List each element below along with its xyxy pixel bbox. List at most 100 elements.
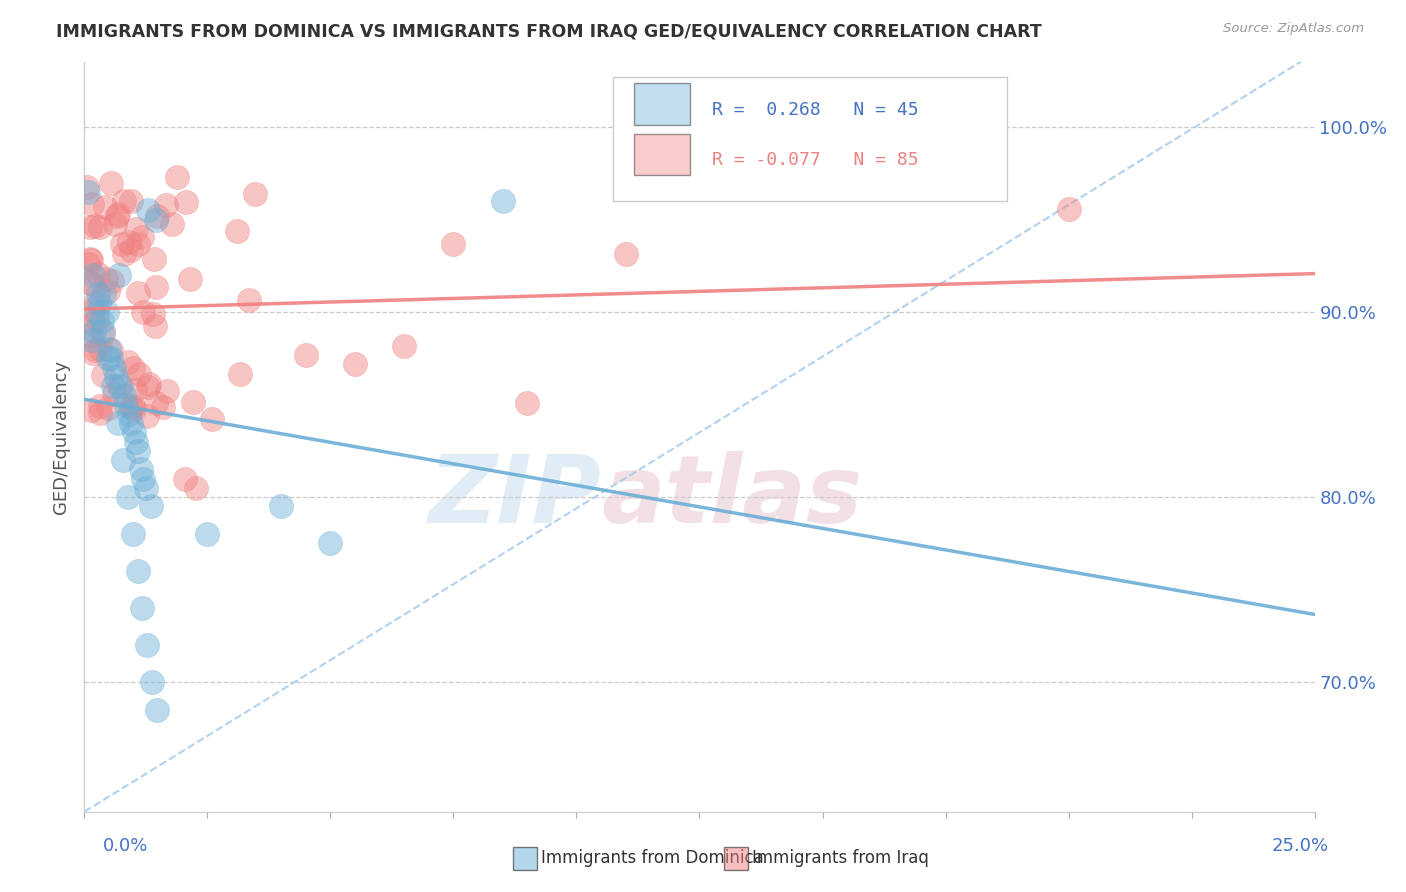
Point <box>117 355 139 369</box>
Point <box>91 326 114 341</box>
Point <box>141 675 163 690</box>
Point <box>319 536 342 550</box>
Point <box>145 209 167 223</box>
Point <box>128 444 150 458</box>
Point <box>229 367 252 381</box>
Text: 25.0%: 25.0% <box>1271 837 1329 855</box>
Point <box>132 472 155 486</box>
Point <box>155 198 177 212</box>
Point <box>82 345 104 359</box>
Point <box>142 252 165 266</box>
Point <box>82 318 104 332</box>
Point <box>87 296 111 310</box>
Point <box>166 170 188 185</box>
Point <box>83 324 105 338</box>
Point <box>97 401 120 416</box>
Point <box>101 379 124 393</box>
Point <box>145 395 167 409</box>
Point <box>127 286 149 301</box>
Point <box>118 235 141 249</box>
Point <box>181 395 204 409</box>
Point <box>86 311 108 326</box>
Point <box>82 268 104 283</box>
Point <box>89 220 111 235</box>
Text: atlas: atlas <box>602 451 862 543</box>
Point <box>122 399 145 413</box>
FancyBboxPatch shape <box>613 78 1007 201</box>
Point <box>94 272 117 286</box>
Point <box>127 236 149 251</box>
Point <box>105 370 128 384</box>
Point <box>86 305 108 319</box>
Text: Immigrants from Dominica: Immigrants from Dominica <box>541 849 763 867</box>
Point <box>97 284 120 298</box>
Point <box>80 253 103 268</box>
Point <box>76 180 98 194</box>
Point <box>89 399 111 413</box>
Point <box>160 218 183 232</box>
Point <box>136 380 159 394</box>
Point <box>186 481 208 495</box>
Point <box>200 412 222 426</box>
Point <box>492 194 515 209</box>
Point <box>129 462 152 476</box>
Point <box>145 280 167 294</box>
Point <box>131 230 153 244</box>
Point <box>108 268 129 283</box>
Point <box>614 247 637 261</box>
Point <box>136 638 159 652</box>
Point <box>156 384 179 398</box>
Point <box>93 286 115 301</box>
Point <box>125 222 148 236</box>
Point <box>82 302 104 317</box>
Point <box>100 343 122 358</box>
Point <box>142 307 165 321</box>
Point <box>79 276 101 290</box>
Point <box>139 500 162 514</box>
Point <box>80 197 103 211</box>
Point <box>103 360 125 375</box>
Point <box>115 398 138 412</box>
Point <box>394 338 416 352</box>
Point <box>120 416 142 430</box>
Point <box>152 400 174 414</box>
FancyBboxPatch shape <box>634 134 690 175</box>
Point <box>173 472 195 486</box>
Point <box>98 342 120 356</box>
Point <box>136 409 159 423</box>
Point <box>96 305 118 319</box>
Text: Source: ZipAtlas.com: Source: ZipAtlas.com <box>1223 22 1364 36</box>
Point <box>89 407 111 421</box>
Point <box>179 271 201 285</box>
Point <box>97 351 120 366</box>
Point <box>77 257 100 271</box>
Point <box>125 434 148 449</box>
Text: 0.0%: 0.0% <box>103 837 148 855</box>
Point <box>104 217 127 231</box>
Point <box>89 342 111 356</box>
Point <box>131 305 153 319</box>
Text: ZIP: ZIP <box>429 451 602 543</box>
Point <box>117 490 139 504</box>
Point <box>79 252 101 267</box>
Point <box>143 318 166 333</box>
Point <box>138 376 160 391</box>
FancyBboxPatch shape <box>634 84 690 125</box>
Point <box>270 500 292 514</box>
Point <box>77 185 100 199</box>
Point <box>120 400 142 414</box>
Text: R =  0.268   N = 45: R = 0.268 N = 45 <box>711 101 918 119</box>
Point <box>128 367 150 381</box>
Point <box>120 243 142 257</box>
Point <box>131 601 153 615</box>
Point <box>110 379 132 393</box>
Point <box>138 203 160 218</box>
Point <box>84 343 107 357</box>
Point <box>443 237 465 252</box>
Point <box>111 236 134 251</box>
Point <box>107 207 129 221</box>
Point <box>105 209 128 223</box>
Point <box>80 403 103 417</box>
Point <box>120 194 142 209</box>
Point <box>103 386 125 401</box>
